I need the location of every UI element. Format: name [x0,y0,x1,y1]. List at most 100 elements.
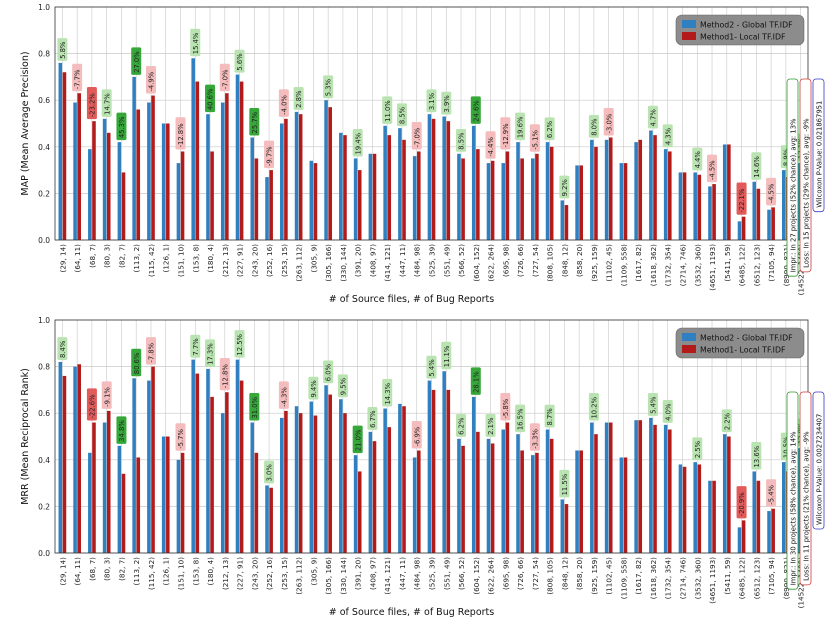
annotation-badge [544,117,555,141]
bar-series2 [151,95,155,240]
bar-series1 [501,429,506,553]
annotation-label: 14.6% [753,156,761,178]
bar-series1 [531,158,535,240]
annotation-badge [278,381,289,409]
annotation-badge [293,87,304,110]
bar-series1 [604,422,609,553]
x-tick-label: (808, 105) [546,244,555,282]
annotation-label: 13.6% [753,445,761,467]
y-tick-label: 0.4 [38,143,50,152]
bar-series1 [575,165,579,240]
bar-series2 [564,504,569,553]
annotation-badge [766,479,777,507]
bar-series1 [796,448,801,553]
annotation-badge [131,47,142,75]
bar-series1 [132,76,136,241]
bar-series1 [206,368,210,553]
annotation-badge [441,91,452,115]
annotation-label: 14.3% [384,382,392,404]
annotation-label: 8.9% [782,148,790,166]
annotation-badge [515,112,526,141]
y-tick-label: 0.8 [38,50,50,59]
annotation-badge [411,420,422,449]
bar-series1 [486,163,491,240]
side-note-text: Wilcoxon P-Value: 0.0027234407 [815,414,823,525]
bar-series2 [372,153,377,240]
annotation-badge [116,416,127,444]
bar-series2 [254,158,259,240]
annotation-label: 31.0% [251,396,259,418]
x-tick-label: (408, 97) [368,557,377,590]
bar-series1 [324,385,328,553]
x-tick-label: (622, 264) [487,557,496,595]
bar-series2 [357,471,362,553]
bar-series2 [387,135,392,240]
x-tick-label: (604, 152) [472,244,481,282]
bar-series2 [490,443,495,553]
bar-series1 [575,450,579,553]
bar-series2 [328,107,332,240]
annotation-badge [707,154,718,183]
annotation-badge [456,414,467,437]
x-tick-label: (115, 42) [147,244,156,277]
bar-series2 [668,151,672,240]
annotation-badge [411,121,422,150]
bar-series2 [166,436,170,553]
bar-series2 [653,424,657,553]
bar-series2 [682,172,687,240]
annotation-label: 40.6% [207,88,215,110]
annotation-label: 8.0% [591,118,599,136]
bar-series2 [594,146,598,240]
annotation-badge [219,358,230,391]
annotation-label: 5.8% [59,41,67,59]
annotation-badge [470,367,481,395]
annotation-badge [485,414,496,437]
bar-series2 [284,410,288,553]
annotation-badge [766,177,777,206]
bar-series2 [62,375,67,553]
x-tick-label: (6485, 122) [738,557,747,599]
annotation-label: -20.9% [738,492,746,517]
bar-series1 [294,406,299,553]
annotation-label: 34.8% [118,420,126,442]
bar-series1 [398,403,402,553]
bar-series2 [446,121,451,240]
bar-series2 [771,207,775,240]
annotation-label: -4.5% [768,183,776,203]
x-tick-label: (153, 8) [191,244,200,273]
annotation-badge [234,49,245,73]
bar-series1 [678,172,683,240]
bar-series2 [771,508,775,553]
bar-series2 [712,184,716,240]
bar-series2 [343,135,347,240]
annotation-label: 8.5% [458,132,466,150]
annotation-badge [101,381,112,409]
legend-label-series2: Method1- Local TF.IDF [700,33,786,42]
annotation-badge [529,124,540,152]
bar-series2 [564,205,569,240]
x-tick-label: (695, 98) [501,557,510,590]
annotation-label: -7.8% [148,342,156,362]
x-tick-label: (82, 7) [117,557,126,581]
bar-series1 [560,200,565,240]
bar-series1 [206,114,210,240]
annotation-badge [308,376,319,400]
annotation-badge [72,63,83,92]
bar-series2 [180,151,185,240]
bar-series1 [767,511,771,553]
annotation-label: 2.1% [487,417,495,435]
x-tick-label: (447, 11) [398,557,407,590]
legend-label-series1: Method2 - Global TF.IDF [700,21,793,30]
bar-series2 [431,389,436,553]
annotation-label: 25.7% [251,111,259,133]
x-tick-label: (330, 144) [339,557,348,595]
bar-series1 [796,163,801,240]
bar-series2 [520,158,524,240]
bar-series2 [92,121,96,240]
bar-series2 [92,422,96,553]
y-tick-label: 0.6 [38,409,50,418]
bar-series1 [782,170,786,240]
annotation-label: -23.2% [89,93,97,118]
annotation-label: -5.8% [502,398,510,418]
x-tick-label: (1109, 558) [619,557,628,599]
